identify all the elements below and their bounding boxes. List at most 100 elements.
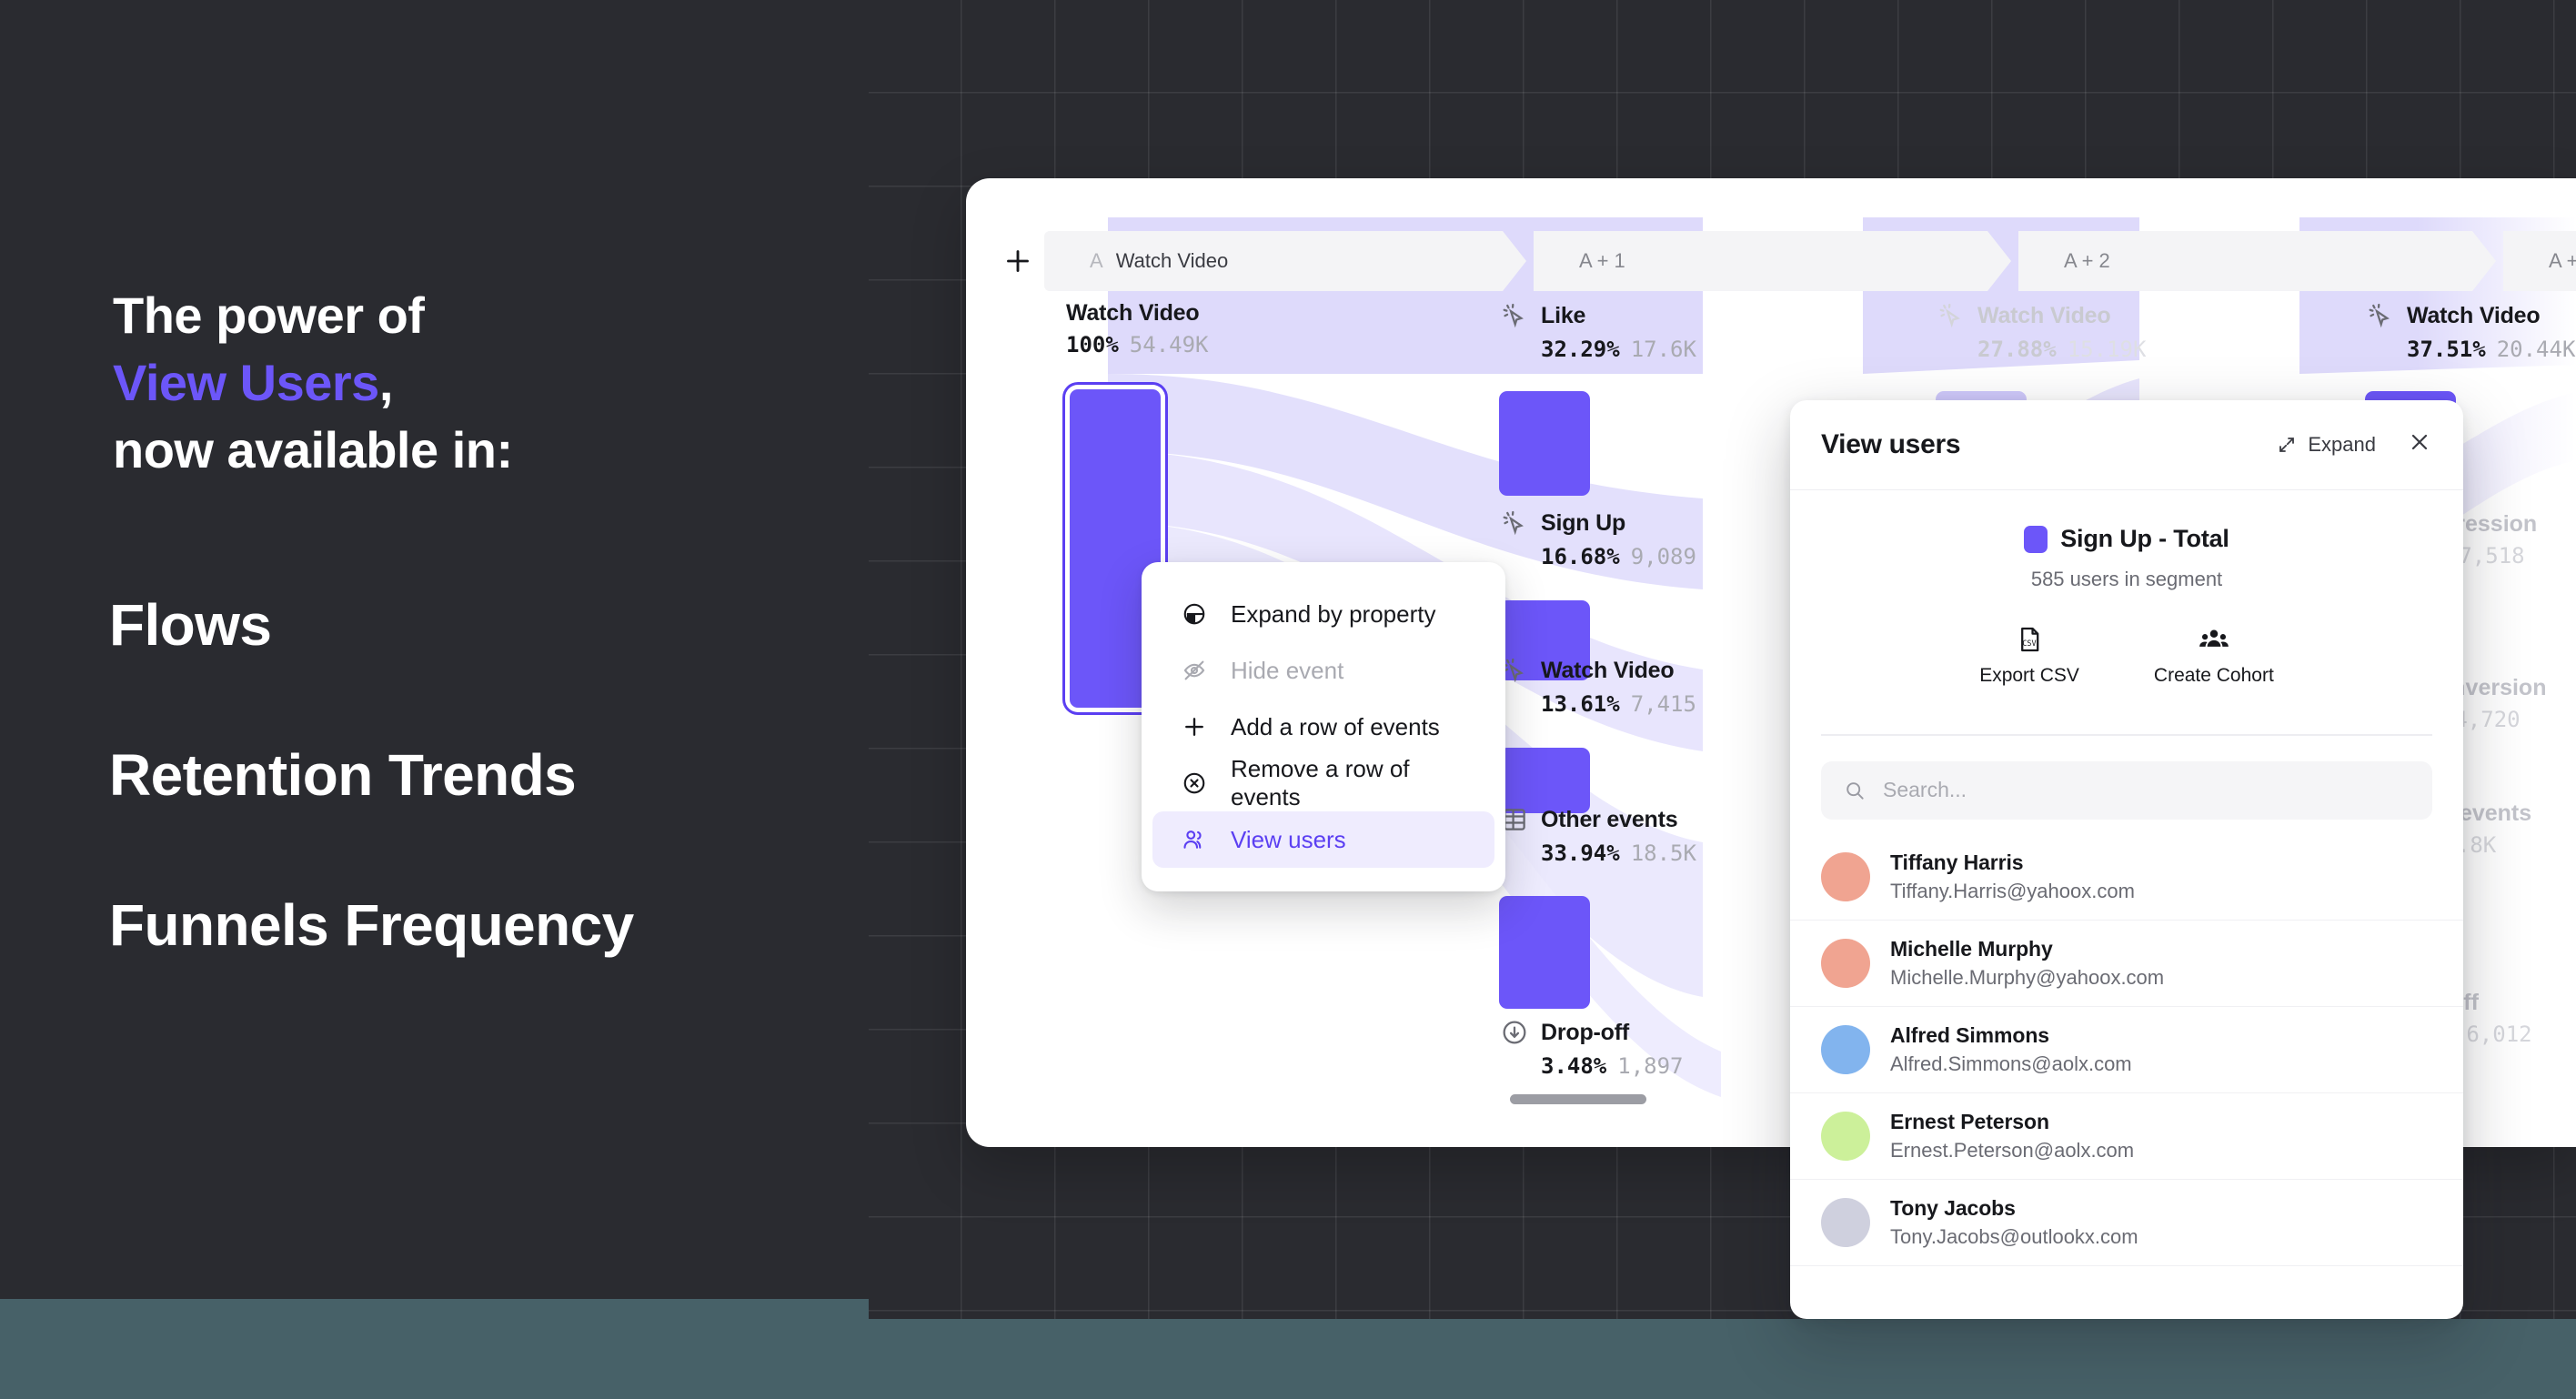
expand-property-icon bbox=[1180, 599, 1209, 629]
occluded-count: 7,518 bbox=[2459, 543, 2525, 569]
user-list-item[interactable]: Tony Jacobs Tony.Jacobs@outlookx.com bbox=[1790, 1180, 2463, 1266]
feature-funnels-frequency: Funnels Frequency bbox=[109, 892, 634, 958]
avatar bbox=[1821, 851, 1870, 901]
node-name: Like bbox=[1541, 302, 1586, 328]
node-pct: 37.51% bbox=[2407, 337, 2486, 362]
node-pct: 16.68% bbox=[1541, 544, 1620, 569]
user-search-field[interactable]: Search... bbox=[1821, 760, 2432, 820]
add-step-button[interactable] bbox=[1001, 244, 1035, 278]
create-cohort-button[interactable]: Create Cohort bbox=[2154, 624, 2274, 687]
click-icon bbox=[2369, 303, 2390, 328]
node-pct: 27.88% bbox=[1977, 337, 2057, 362]
funnel-bar-like[interactable] bbox=[1499, 391, 1590, 496]
search-icon bbox=[1846, 781, 1864, 800]
user-list-item[interactable]: Ernest Peterson Ernest.Peterson@aolx.com bbox=[1790, 1093, 2463, 1180]
headline-line-1: The power of bbox=[113, 287, 425, 344]
close-icon bbox=[2411, 434, 2428, 450]
step-chip-0[interactable]: A Watch Video bbox=[1044, 231, 1526, 291]
node-pct: 32.29% bbox=[1541, 337, 1620, 362]
funnel-node-watch-video-b[interactable]: Watch Video 13.61% 7,415 bbox=[1499, 655, 1696, 717]
step-prefix-0: A bbox=[1090, 249, 1103, 272]
funnel-node-sign-up[interactable]: Sign Up 16.68% 9,089 bbox=[1499, 508, 1696, 569]
eye-off-icon bbox=[1180, 656, 1209, 685]
menu-item-label: Remove a row of events bbox=[1231, 755, 1410, 810]
action-label: Create Cohort bbox=[2153, 665, 2274, 686]
dropoff-icon bbox=[1503, 1021, 1526, 1044]
step-chip-3[interactable]: A + 3 bbox=[2503, 231, 2576, 291]
node-name: Watch Video bbox=[1066, 300, 1200, 326]
node-count: 20.44K bbox=[2496, 337, 2576, 362]
plus-icon bbox=[1180, 712, 1209, 741]
node-count: 18.5K bbox=[1630, 840, 1696, 866]
segment-summary: Sign Up - Total 585 users in segment CSV… bbox=[1790, 490, 2463, 710]
user-name: Tiffany Harris bbox=[1890, 850, 2024, 874]
occluded-count: 4,720 bbox=[2454, 707, 2521, 732]
funnel-bar-watch-video[interactable] bbox=[1499, 748, 1590, 813]
funnel-node-watch-video-c[interactable]: Watch Video 27.88% 15.19K bbox=[1936, 300, 2146, 362]
user-name: Ernest Peterson bbox=[1890, 1109, 2049, 1133]
funnel-bar-other-events[interactable] bbox=[1499, 896, 1590, 1009]
step-chip-1[interactable]: A + 1 bbox=[1534, 231, 2011, 291]
avatar bbox=[1821, 1024, 1870, 1074]
step-chip-2[interactable]: A + 2 bbox=[2018, 231, 2496, 291]
click-icon bbox=[1503, 658, 1524, 683]
menu-item-remove-row-of-events[interactable]: Remove a row of events bbox=[1152, 755, 1494, 811]
user-list-item[interactable]: Michelle Murphy Michelle.Murphy@yahoox.c… bbox=[1790, 921, 2463, 1007]
user-list-item[interactable]: Alfred Simmons Alfred.Simmons@aolx.com bbox=[1790, 1007, 2463, 1093]
funnel-horizontal-scrollbar[interactable] bbox=[1510, 1094, 1646, 1104]
users-icon bbox=[1180, 825, 1209, 854]
context-menu: Expand by property Hide event Add a row … bbox=[1142, 562, 1505, 891]
occluded-count: 6,012 bbox=[2466, 1022, 2532, 1047]
close-button[interactable] bbox=[2407, 429, 2432, 460]
user-name: Michelle Murphy bbox=[1890, 936, 2053, 961]
step-label-0: Watch Video bbox=[1115, 249, 1229, 272]
funnel-step-header: A Watch Video A + 1 A + 2 A + 3 bbox=[1044, 231, 2576, 291]
node-name: Other events bbox=[1541, 806, 1678, 832]
promo-headline: The power of View Users, now available i… bbox=[113, 282, 804, 484]
menu-item-label: Add a row of events bbox=[1231, 712, 1440, 740]
view-users-panel: View users Expand Sign Up - Total 585 us… bbox=[1790, 400, 2463, 1319]
headline-comma: , bbox=[378, 353, 394, 411]
node-count: 15.19K bbox=[2067, 337, 2147, 362]
avatar bbox=[1821, 1197, 1870, 1247]
user-email: Tiffany.Harris@yahoox.com bbox=[1890, 879, 2135, 902]
node-name: Watch Video bbox=[1541, 657, 1675, 683]
segment-user-count: 585 users in segment bbox=[2030, 568, 2223, 590]
menu-item-view-users[interactable]: View users bbox=[1152, 811, 1494, 868]
view-users-header: View users Expand bbox=[1790, 400, 2463, 490]
menu-item-expand-by-property[interactable]: Expand by property bbox=[1152, 586, 1494, 642]
expand-arrows-icon bbox=[2279, 438, 2295, 452]
funnel-node-watch-video-d[interactable]: Watch Video 37.51% 20.44K bbox=[2365, 300, 2575, 362]
node-count: 9,089 bbox=[1630, 544, 1696, 569]
action-label: Export CSV bbox=[1979, 665, 2079, 686]
menu-item-add-row-of-events[interactable]: Add a row of events bbox=[1152, 699, 1494, 755]
funnel-node-like[interactable]: Like 32.29% 17.6K bbox=[1499, 300, 1696, 362]
export-csv-button[interactable]: CSV Export CSV bbox=[1979, 624, 2079, 687]
menu-item-label: Hide event bbox=[1231, 656, 1344, 684]
step-label-2: A + 2 bbox=[2064, 249, 2110, 272]
plus-icon bbox=[1007, 250, 1029, 272]
expand-button[interactable]: Expand bbox=[2276, 433, 2376, 457]
funnel-node-other-events[interactable]: Other events 33.94% 18.5K bbox=[1499, 804, 1696, 866]
click-icon bbox=[1939, 303, 1960, 328]
user-list-item[interactable]: Tiffany Harris Tiffany.Harris@yahoox.com bbox=[1790, 834, 2463, 921]
step-label-3: A + 3 bbox=[2549, 249, 2576, 272]
user-email: Tony.Jacobs@outlookx.com bbox=[1890, 1224, 2138, 1248]
funnel-node-watch-video-a[interactable]: Watch Video 100% 54.49K bbox=[1066, 300, 1209, 357]
segment-color-swatch bbox=[2024, 525, 2048, 553]
user-name: Tony Jacobs bbox=[1890, 1195, 2016, 1220]
node-count: 54.49K bbox=[1129, 332, 1209, 357]
click-icon bbox=[1503, 510, 1524, 536]
headline-accent: View Users bbox=[113, 353, 379, 411]
node-count: 17.6K bbox=[1630, 337, 1696, 362]
node-count: 7,415 bbox=[1630, 691, 1696, 717]
svg-text:CSV: CSV bbox=[2022, 639, 2036, 649]
node-pct: 3.48% bbox=[1541, 1053, 1607, 1079]
node-name: Watch Video bbox=[2407, 302, 2541, 328]
node-pct: 100% bbox=[1066, 332, 1119, 357]
menu-item-hide-event: Hide event bbox=[1152, 642, 1494, 699]
node-name: Drop-off bbox=[1541, 1019, 1629, 1045]
user-list: Tiffany Harris Tiffany.Harris@yahoox.com… bbox=[1790, 834, 2463, 1266]
panel-divider bbox=[1821, 734, 2432, 736]
funnel-node-drop-off[interactable]: Drop-off 3.48% 1,897 bbox=[1499, 1017, 1684, 1079]
